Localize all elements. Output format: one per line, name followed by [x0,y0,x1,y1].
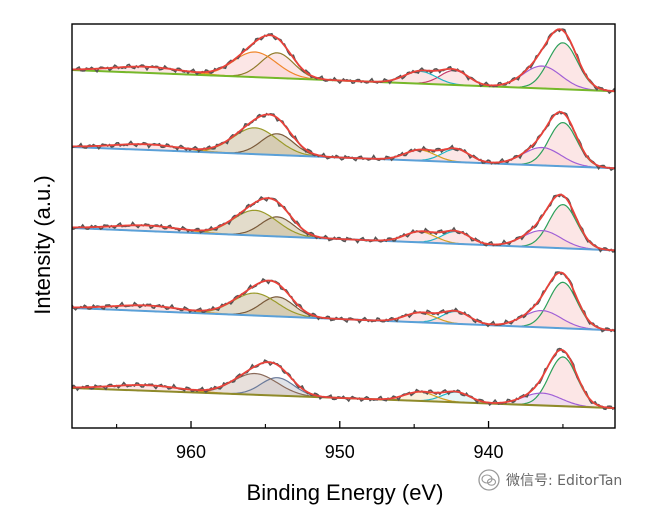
x-axis-title: Binding Energy (eV) [247,480,444,505]
spectrum-4-peak-963-fill [72,305,615,331]
spectrum-1-peak-963-fill [72,66,615,92]
wechat-icon [478,469,500,491]
spectrum-2 [71,110,616,172]
spectrum-3 [71,193,616,253]
x-tick-label-960: 960 [176,442,206,462]
spectrum-5 [71,347,616,411]
spectrum-2-peak-963-fill [72,144,615,169]
spectrum-3-envelope [72,193,615,252]
spectrum-2-envelope [72,111,615,170]
spectrum-3-peak-963-fill [72,225,615,251]
spectrum-5-envelope [72,348,615,409]
x-tick-label-950: 950 [325,442,355,462]
plot-frame [71,23,616,429]
watermark: 微信号: EditorTan [478,469,622,491]
y-axis-title: Intensity (a.u.) [30,175,55,314]
spectrum-1-envelope [72,28,615,93]
spectrum-1 [71,28,616,95]
spectrum-5-peak-963-fill [72,385,615,409]
spectra-group [71,28,616,411]
watermark-text: 微信号: EditorTan [506,473,623,489]
spectrum-4-envelope [72,271,615,332]
spectrum-4 [71,271,616,333]
x-ticks: 960 950 940 [116,421,564,462]
x-tick-label-940: 940 [474,442,504,462]
